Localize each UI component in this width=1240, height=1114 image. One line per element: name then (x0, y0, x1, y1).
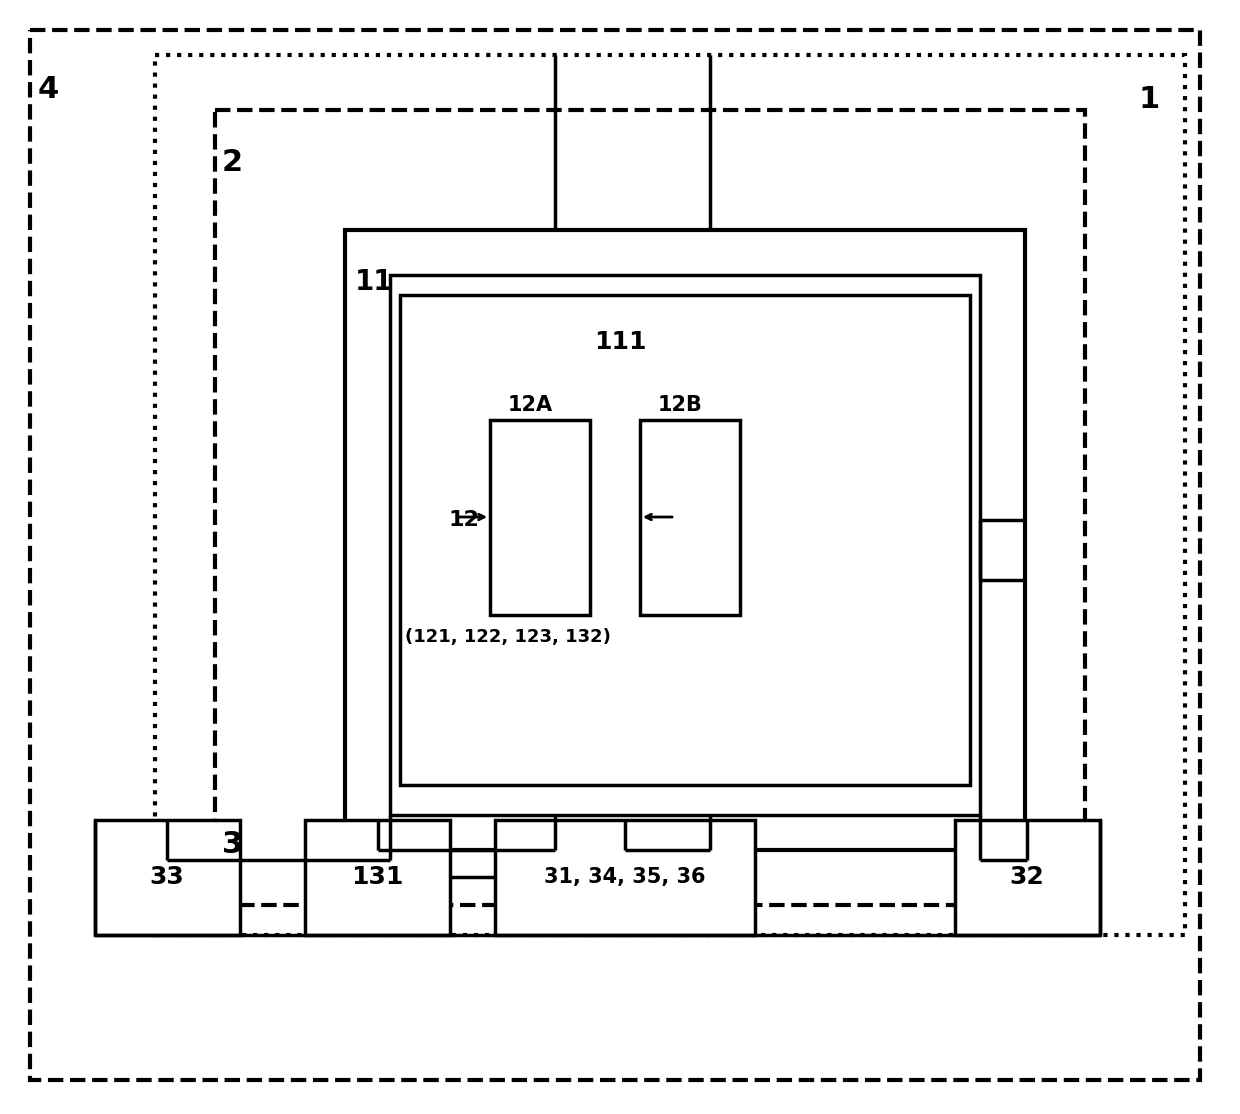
Bar (215, 110, 1085, 905)
Bar (305, 820, 450, 935)
Bar (155, 55, 1185, 935)
Text: 12A: 12A (507, 395, 553, 416)
Text: 131: 131 (351, 864, 403, 889)
Bar (95, 820, 241, 935)
Text: 33: 33 (150, 864, 185, 889)
Text: 12B: 12B (657, 395, 702, 416)
Text: 1: 1 (1138, 85, 1159, 114)
Text: 32: 32 (1009, 864, 1044, 889)
Bar (640, 420, 740, 615)
Text: 12: 12 (448, 510, 479, 530)
Text: 3: 3 (222, 830, 243, 859)
Bar (345, 229, 1025, 850)
Text: 31, 34, 35, 36: 31, 34, 35, 36 (544, 867, 706, 887)
Bar (495, 820, 755, 935)
Bar (401, 295, 970, 785)
Text: 2: 2 (222, 148, 243, 177)
Bar (955, 820, 1100, 935)
Text: (121, 122, 123, 132): (121, 122, 123, 132) (405, 628, 611, 646)
Text: 4: 4 (38, 75, 60, 104)
Bar (490, 420, 590, 615)
Text: 11: 11 (355, 268, 393, 296)
Text: 111: 111 (594, 330, 646, 354)
Bar (391, 275, 980, 815)
